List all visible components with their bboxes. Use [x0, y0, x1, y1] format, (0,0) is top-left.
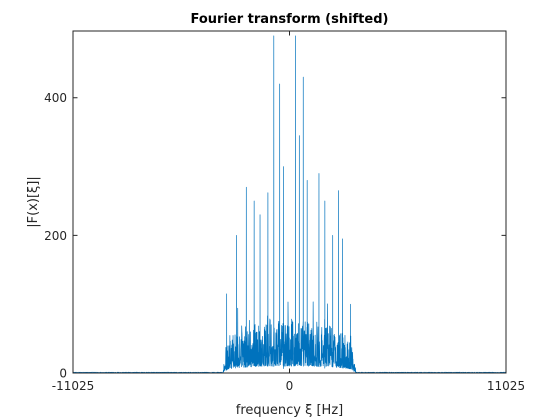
axes-background	[73, 31, 506, 373]
x-tick-label: -11025	[52, 379, 95, 393]
chart-title: Fourier transform (shifted)	[191, 12, 389, 27]
x-tick-label: 11025	[487, 379, 525, 393]
x-tick-label: 0	[286, 379, 294, 393]
y-axis-label: |F(x)[ξ]|	[26, 176, 41, 227]
spectrum-series-line	[72, 35, 507, 374]
y-tick-label: 200	[44, 229, 67, 243]
series-layer	[72, 35, 507, 374]
x-axis-label: frequency ξ [Hz]	[236, 403, 343, 418]
y-tick-label: 400	[44, 91, 67, 105]
y-tick-label: 0	[59, 367, 67, 381]
